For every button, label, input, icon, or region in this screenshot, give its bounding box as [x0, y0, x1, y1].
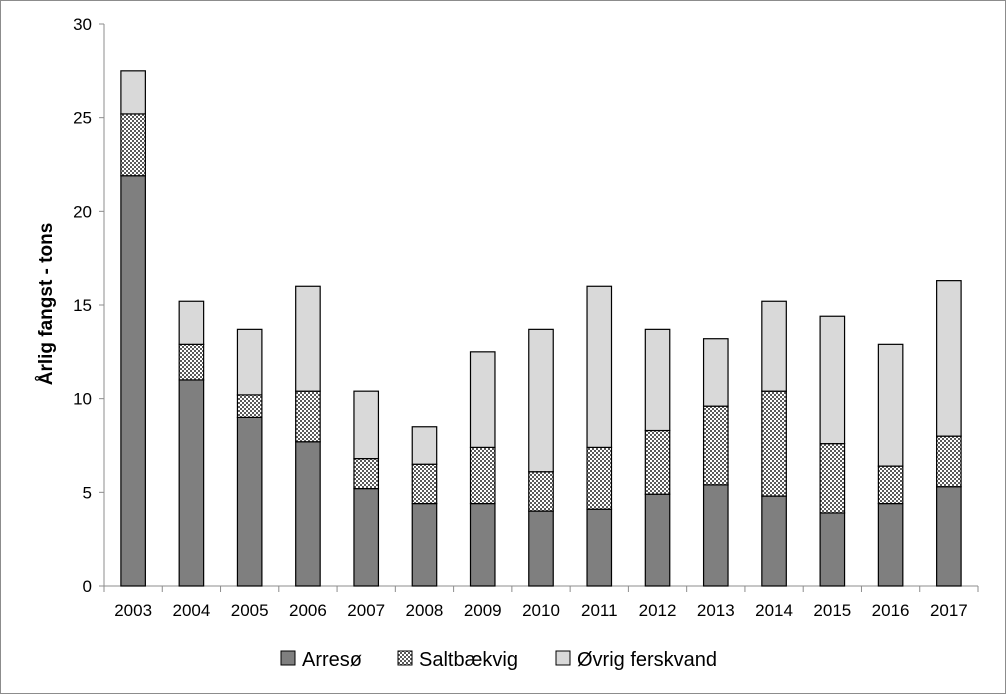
bar-segment-øvrig-ferskvand	[644, 328, 671, 432]
bar-segment-arresø	[120, 175, 146, 587]
bar-segment-arresø	[469, 502, 496, 587]
bar-segment-saltbækvig	[528, 471, 554, 512]
y-tick-label: 15	[73, 296, 92, 315]
bar-segment-arresø	[819, 512, 846, 587]
legend-swatch	[555, 650, 571, 666]
y-tick-labels: 0 5 10 15 20 25 30	[73, 15, 92, 596]
legend-label: Saltbækvig	[419, 649, 518, 671]
bar-segment-saltbækvig	[936, 435, 962, 488]
bar-segment-øvrig-ferskvand	[936, 280, 962, 437]
bar-segment-øvrig-ferskvand	[236, 328, 263, 396]
bar-segment-saltbækvig	[586, 446, 613, 510]
bar-segment-arresø	[702, 484, 729, 587]
legend-label: Arresø	[302, 649, 362, 671]
x-tick-label: 2017	[930, 601, 968, 620]
bar-segment-arresø	[877, 502, 904, 587]
bar-segment-øvrig-ferskvand	[411, 426, 438, 465]
bar-segment-saltbækvig	[702, 405, 729, 486]
bar-segment-øvrig-ferskvand	[877, 343, 904, 467]
x-tick-label: 2012	[639, 601, 677, 620]
bar-segment-arresø	[761, 495, 787, 587]
y-axis-label: Årlig fangst - tons	[36, 223, 57, 386]
bar-segment-øvrig-ferskvand	[178, 300, 205, 345]
x-tick-label: 2008	[406, 601, 444, 620]
bar-segment-øvrig-ferskvand	[586, 285, 613, 448]
bar-segment-arresø	[236, 416, 263, 587]
bar-segment-arresø	[644, 493, 671, 587]
y-tick-label: 0	[83, 577, 92, 596]
bar-segment-arresø	[586, 508, 613, 587]
x-tick-label: 2015	[813, 601, 851, 620]
x-tick-label: 2006	[289, 601, 327, 620]
x-tick-label: 2003	[114, 601, 152, 620]
bar-segment-saltbækvig	[295, 390, 321, 443]
bar-segment-øvrig-ferskvand	[120, 70, 146, 115]
bar-segment-saltbækvig	[644, 429, 671, 495]
y-tick-label: 25	[73, 109, 92, 128]
bar-segment-saltbækvig	[236, 394, 263, 419]
bar-segment-øvrig-ferskvand	[819, 315, 846, 445]
bar-segment-saltbækvig	[178, 343, 205, 381]
y-tick-label: 10	[73, 390, 92, 409]
x-tick-label: 2010	[522, 601, 560, 620]
x-tick-label: 2014	[755, 601, 793, 620]
bar-segment-arresø	[411, 502, 438, 587]
bar-segment-saltbækvig	[819, 443, 846, 514]
legend-swatch	[280, 650, 296, 666]
x-tick-labels: 2003 2004 2005 2006 2007 2008 2009 2010 2011 2012…	[114, 601, 968, 620]
bar-segment-øvrig-ferskvand	[702, 338, 729, 407]
bar-segment-øvrig-ferskvand	[295, 285, 321, 392]
bar-segment-øvrig-ferskvand	[353, 390, 380, 460]
y-tick-label: 5	[83, 483, 92, 502]
x-tick-label: 2013	[697, 601, 735, 620]
bar-segment-saltbækvig	[120, 113, 146, 177]
bar-segment-øvrig-ferskvand	[761, 300, 787, 392]
legend-label: Øvrig ferskvand	[577, 649, 717, 671]
bar-segment-arresø	[353, 487, 380, 587]
bar-segment-arresø	[295, 441, 321, 587]
bar-segment-arresø	[178, 379, 205, 587]
bar-segment-saltbækvig	[877, 465, 904, 505]
bar-segment-arresø	[936, 486, 962, 587]
x-tick-label: 2009	[464, 601, 502, 620]
x-tick-label: 2011	[581, 601, 618, 620]
x-tick-label: 2004	[172, 601, 210, 620]
x-tick-label: 2016	[872, 601, 910, 620]
legend-swatch	[397, 650, 413, 666]
legend: Arresø Saltbækvig Øvrig ferskvand	[280, 649, 717, 671]
bars	[120, 70, 962, 587]
y-tick-label: 20	[73, 202, 92, 221]
x-tick-label: 2005	[231, 601, 269, 620]
bar-segment-øvrig-ferskvand	[528, 328, 554, 473]
bar-segment-saltbækvig	[411, 463, 438, 505]
bar-segment-saltbækvig	[469, 446, 496, 505]
bar-segment-øvrig-ferskvand	[469, 351, 496, 448]
bar-segment-arresø	[528, 510, 554, 587]
y-tick-label: 30	[73, 15, 92, 34]
x-tick-label: 2007	[347, 601, 385, 620]
bar-segment-saltbækvig	[353, 458, 380, 490]
bar-segment-saltbækvig	[761, 390, 787, 497]
